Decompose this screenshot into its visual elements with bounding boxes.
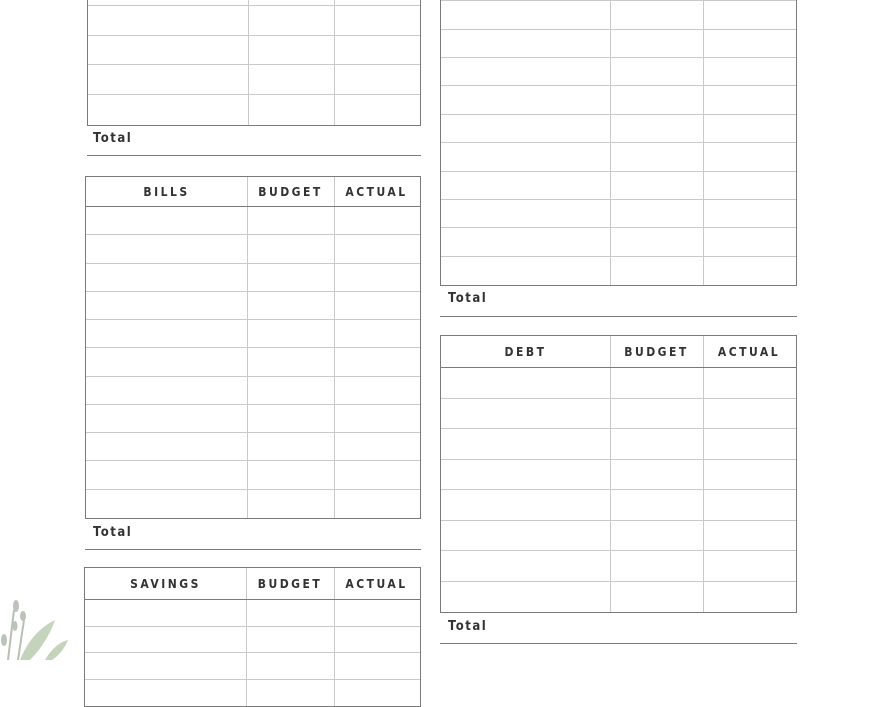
table-row[interactable]: [85, 625, 420, 627]
table-row[interactable]: [441, 170, 796, 172]
header-title: SAVINGS: [130, 576, 201, 591]
table-header: BILLS BUDGET ACTUAL: [86, 177, 420, 207]
table-row[interactable]: [441, 57, 796, 59]
table-row[interactable]: [86, 290, 420, 292]
top-right-table: [440, 0, 797, 286]
header-budget: BUDGET: [624, 344, 689, 359]
column-divider: [610, 0, 611, 285]
total-label: Total: [448, 291, 488, 306]
header-actual: ACTUAL: [345, 184, 408, 199]
total-label: Total: [93, 525, 133, 540]
table-row[interactable]: [441, 227, 796, 229]
table-row[interactable]: [441, 85, 796, 87]
table-row[interactable]: [88, 64, 420, 66]
table-row[interactable]: [88, 94, 420, 96]
table-row[interactable]: [86, 460, 420, 462]
table-row[interactable]: [441, 458, 796, 460]
table-row[interactable]: [86, 319, 420, 321]
table-row[interactable]: [441, 28, 796, 30]
table-row[interactable]: [86, 234, 420, 236]
table-row[interactable]: [441, 142, 796, 144]
total-line[interactable]: [440, 316, 797, 317]
column-divider: [334, 568, 335, 706]
column-divider: [703, 336, 704, 612]
header-actual: ACTUAL: [717, 344, 781, 359]
leaf-decoration: [1, 600, 68, 660]
table-row[interactable]: [441, 428, 796, 429]
column-divider: [703, 0, 704, 285]
total-line[interactable]: [440, 643, 797, 644]
header-title: BILLS: [143, 184, 190, 199]
table-row[interactable]: [441, 580, 796, 582]
header-title: DEBT: [504, 344, 547, 359]
top-left-table: [87, 0, 421, 126]
column-divider: [248, 0, 249, 125]
header-budget: BUDGET: [257, 576, 323, 591]
total-line[interactable]: [87, 155, 421, 156]
table-row[interactable]: [441, 255, 796, 257]
table-row[interactable]: [88, 4, 420, 6]
debt-table: DEBT BUDGET ACTUAL: [440, 335, 797, 613]
table-row[interactable]: [441, 489, 796, 490]
table-row[interactable]: [86, 375, 420, 377]
total-label: Total: [448, 619, 488, 634]
bills-table: BILLS BUDGET ACTUAL: [85, 176, 421, 519]
table-row[interactable]: [441, 519, 796, 521]
table-header: SAVINGS BUDGET ACTUAL: [85, 568, 420, 600]
table-row[interactable]: [88, 34, 420, 36]
table-row[interactable]: [441, 0, 796, 2]
table-row[interactable]: [441, 113, 796, 115]
column-divider: [246, 568, 247, 706]
total-label: Total: [93, 131, 133, 146]
column-divider: [334, 0, 335, 125]
savings-table: SAVINGS BUDGET ACTUAL: [84, 567, 421, 707]
table-row[interactable]: [86, 403, 420, 405]
table-row[interactable]: [86, 262, 420, 264]
table-header: DEBT BUDGET ACTUAL: [441, 336, 796, 368]
table-row[interactable]: [441, 550, 796, 551]
header-actual: ACTUAL: [345, 576, 408, 591]
table-row[interactable]: [441, 198, 796, 200]
column-divider: [334, 177, 335, 518]
table-row[interactable]: [441, 397, 796, 399]
table-row[interactable]: [86, 488, 420, 490]
header-budget: BUDGET: [258, 184, 323, 199]
column-divider: [610, 336, 611, 612]
column-divider: [247, 177, 248, 518]
table-row[interactable]: [86, 432, 420, 434]
table-row[interactable]: [85, 652, 420, 653]
table-row[interactable]: [86, 347, 420, 349]
table-row[interactable]: [85, 678, 420, 680]
total-line[interactable]: [85, 549, 421, 550]
